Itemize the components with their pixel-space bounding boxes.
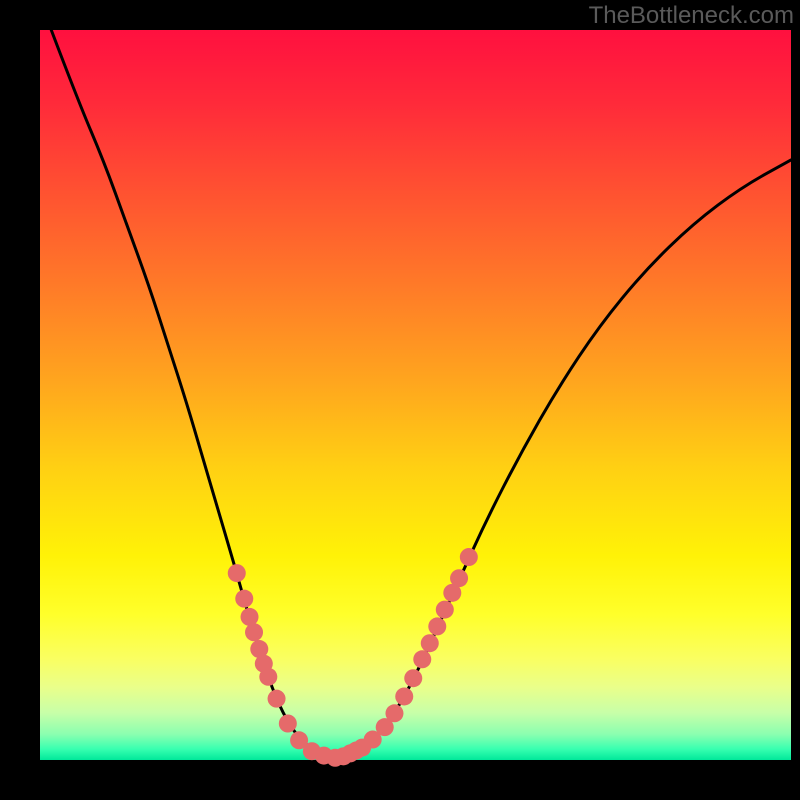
marker-point [436,601,454,619]
marker-point [404,669,422,687]
marker-point [245,623,263,641]
marker-point [460,548,478,566]
plot-background [40,30,791,760]
marker-point [385,704,403,722]
marker-point [413,650,431,668]
marker-point [241,608,259,626]
watermark-text: TheBottleneck.com [589,2,794,30]
marker-point [279,715,297,733]
marker-point [235,590,253,608]
marker-point [268,690,286,708]
marker-point [228,564,246,582]
marker-point [395,687,413,705]
marker-point [259,668,277,686]
marker-point [421,634,439,652]
marker-point [428,617,446,635]
bottleneck-chart [0,0,800,800]
marker-point [450,569,468,587]
chart-stage: TheBottleneck.com [0,0,800,800]
